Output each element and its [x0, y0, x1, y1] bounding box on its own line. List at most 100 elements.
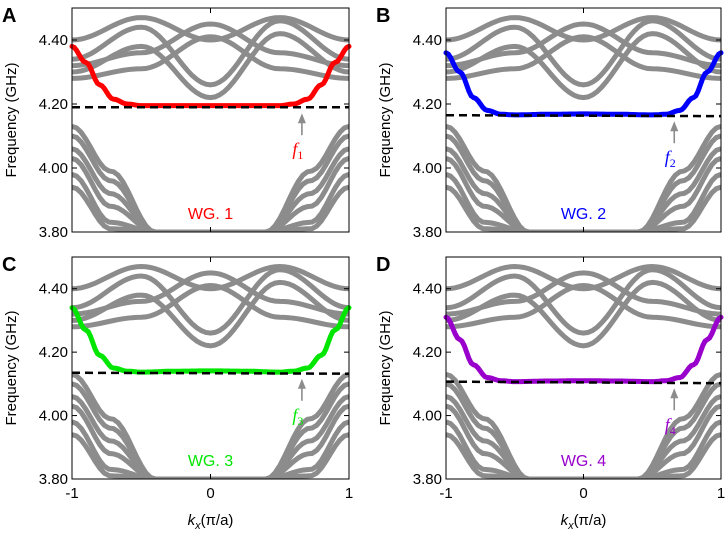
bulk-band-upper: [72, 282, 349, 330]
marker-symbol: f: [292, 139, 300, 159]
frequency-marker-label: f3: [292, 405, 303, 428]
bulk-band-lower: [72, 146, 349, 232]
panel-d: 3.80 4.00 4.20 4.40 -1 0 1 Frequency (GHz) kx(π/…: [376, 254, 725, 532]
marker-subscript: 2: [670, 156, 676, 170]
bulk-band-upper: [72, 270, 349, 317]
panel-letter: B: [376, 5, 390, 27]
panel-letter: D: [376, 254, 390, 276]
bulk-band-upper: [72, 267, 349, 336]
waveguide-label: WG. 1: [188, 206, 233, 223]
bulk-band-lower: [72, 172, 349, 232]
waveguide-label: WG. 3: [188, 453, 233, 470]
bulk-band-lower: [446, 394, 721, 479]
panel-c: 3.80 4.00 4.20 4.40 -1 0 1 Frequency (GHz) kx(π/…: [2, 254, 353, 532]
x-axis-title-k: k: [561, 512, 570, 529]
bulk-band-lower: [446, 432, 721, 479]
flat-band-dashed-line: [445, 380, 722, 385]
waveguide-label: WG. 2: [561, 206, 606, 223]
y-tick-label: 4.00: [413, 160, 442, 177]
x-tick-label: -1: [439, 485, 452, 502]
marker-symbol: f: [665, 147, 673, 167]
y-tick-label: 4.40: [39, 281, 68, 298]
x-axis-title: kx(π/a): [561, 512, 607, 532]
panel-b: 3.80 4.00 4.20 4.40 Frequency (GHz) B WG. 2 f2: [376, 5, 724, 241]
bulk-band-lower: [446, 381, 721, 479]
bulk-band-upper: [72, 263, 349, 292]
bulk-band-lower: [446, 172, 721, 232]
bulk-band-lower: [446, 146, 721, 232]
y-axis-title: Frequency (GHz): [3, 310, 20, 425]
bulk-band-upper: [72, 18, 349, 88]
y-tick-label: 4.00: [39, 160, 68, 177]
bulk-band-upper: [72, 34, 349, 81]
y-tick-label: 3.80: [39, 471, 68, 488]
bulk-band-lower: [446, 124, 721, 232]
bulk-band-upper: [72, 31, 349, 101]
y-axis-title: Frequency (GHz): [377, 62, 394, 177]
bulk-band-lower: [72, 381, 349, 479]
edge-mode-curve: [443, 314, 724, 385]
bulk-band-upper: [72, 21, 349, 69]
y-tick-label: 3.80: [413, 224, 442, 241]
edge-mode-curve: [443, 50, 724, 118]
bulk-bands: [72, 263, 349, 479]
bulk-band-upper: [446, 270, 721, 317]
bulk-band-lower: [446, 403, 721, 479]
bulk-band-lower: [72, 419, 349, 479]
y-tick-label: 4.20: [39, 344, 68, 361]
x-tick-label: 1: [717, 485, 725, 502]
x-axis-title-k: k: [188, 512, 197, 529]
bulk-band-lower: [446, 156, 721, 232]
waveguide-label: WG. 4: [561, 453, 606, 470]
bulk-band-upper: [446, 15, 721, 43]
x-tick-label: 0: [206, 485, 214, 502]
marker-arrow-head: [670, 388, 679, 399]
x-axis-title: kx(π/a): [188, 512, 234, 532]
marker-subscript: 4: [670, 423, 676, 437]
edge-mode-curve: [69, 305, 352, 375]
y-axis-title: Frequency (GHz): [377, 310, 394, 425]
y-tick-label: 3.80: [413, 471, 442, 488]
x-axis-title-tail: (π/a): [574, 512, 607, 529]
y-tick-label: 4.20: [39, 96, 68, 113]
flat-band-dashed-line: [445, 113, 722, 118]
y-tick-label: 3.80: [39, 224, 68, 241]
y-tick-label: 4.20: [413, 96, 442, 113]
y-tick-label: 4.00: [39, 408, 68, 425]
bulk-bands: [446, 263, 721, 479]
bulk-band-lower: [446, 184, 721, 232]
bulk-band-lower: [72, 184, 349, 232]
panel-letter: C: [2, 254, 16, 276]
x-tick-label: 0: [579, 485, 587, 502]
frequency-marker-label: f4: [665, 414, 676, 437]
x-axis-title-sub: x: [194, 520, 201, 532]
bulk-band-lower: [72, 156, 349, 232]
bulk-band-upper: [72, 279, 349, 349]
bulk-bands: [446, 15, 721, 232]
bulk-band-upper: [446, 34, 721, 81]
bulk-band-lower: [72, 124, 349, 232]
y-tick-label: 4.40: [413, 32, 442, 49]
bulk-band-upper: [446, 279, 721, 349]
y-tick-label: 4.00: [413, 408, 442, 425]
y-tick-label: 4.40: [39, 32, 68, 49]
bulk-band-lower: [72, 432, 349, 479]
bulk-band-upper: [72, 15, 349, 43]
bulk-band-upper: [446, 31, 721, 101]
bulk-band-lower: [72, 403, 349, 479]
bulk-band-lower: [72, 371, 349, 479]
bulk-band-upper: [446, 18, 721, 88]
marker-subscript: 1: [297, 148, 303, 162]
bulk-band-lower: [72, 133, 349, 232]
marker-symbol: f: [665, 414, 673, 434]
frequency-marker-label: f1: [292, 139, 303, 162]
marker-subscript: 3: [297, 414, 303, 428]
x-axis-title-tail: (π/a): [201, 512, 234, 529]
bulk-band-lower: [446, 133, 721, 232]
y-tick-label: 4.40: [413, 281, 442, 298]
marker-symbol: f: [292, 405, 300, 425]
panel-a: 3.80 4.00 4.20 4.40 Frequency (GHz) A WG. 1 f1: [2, 5, 352, 241]
marker-arrow-head: [297, 113, 306, 124]
marker-arrow-head: [297, 378, 306, 389]
